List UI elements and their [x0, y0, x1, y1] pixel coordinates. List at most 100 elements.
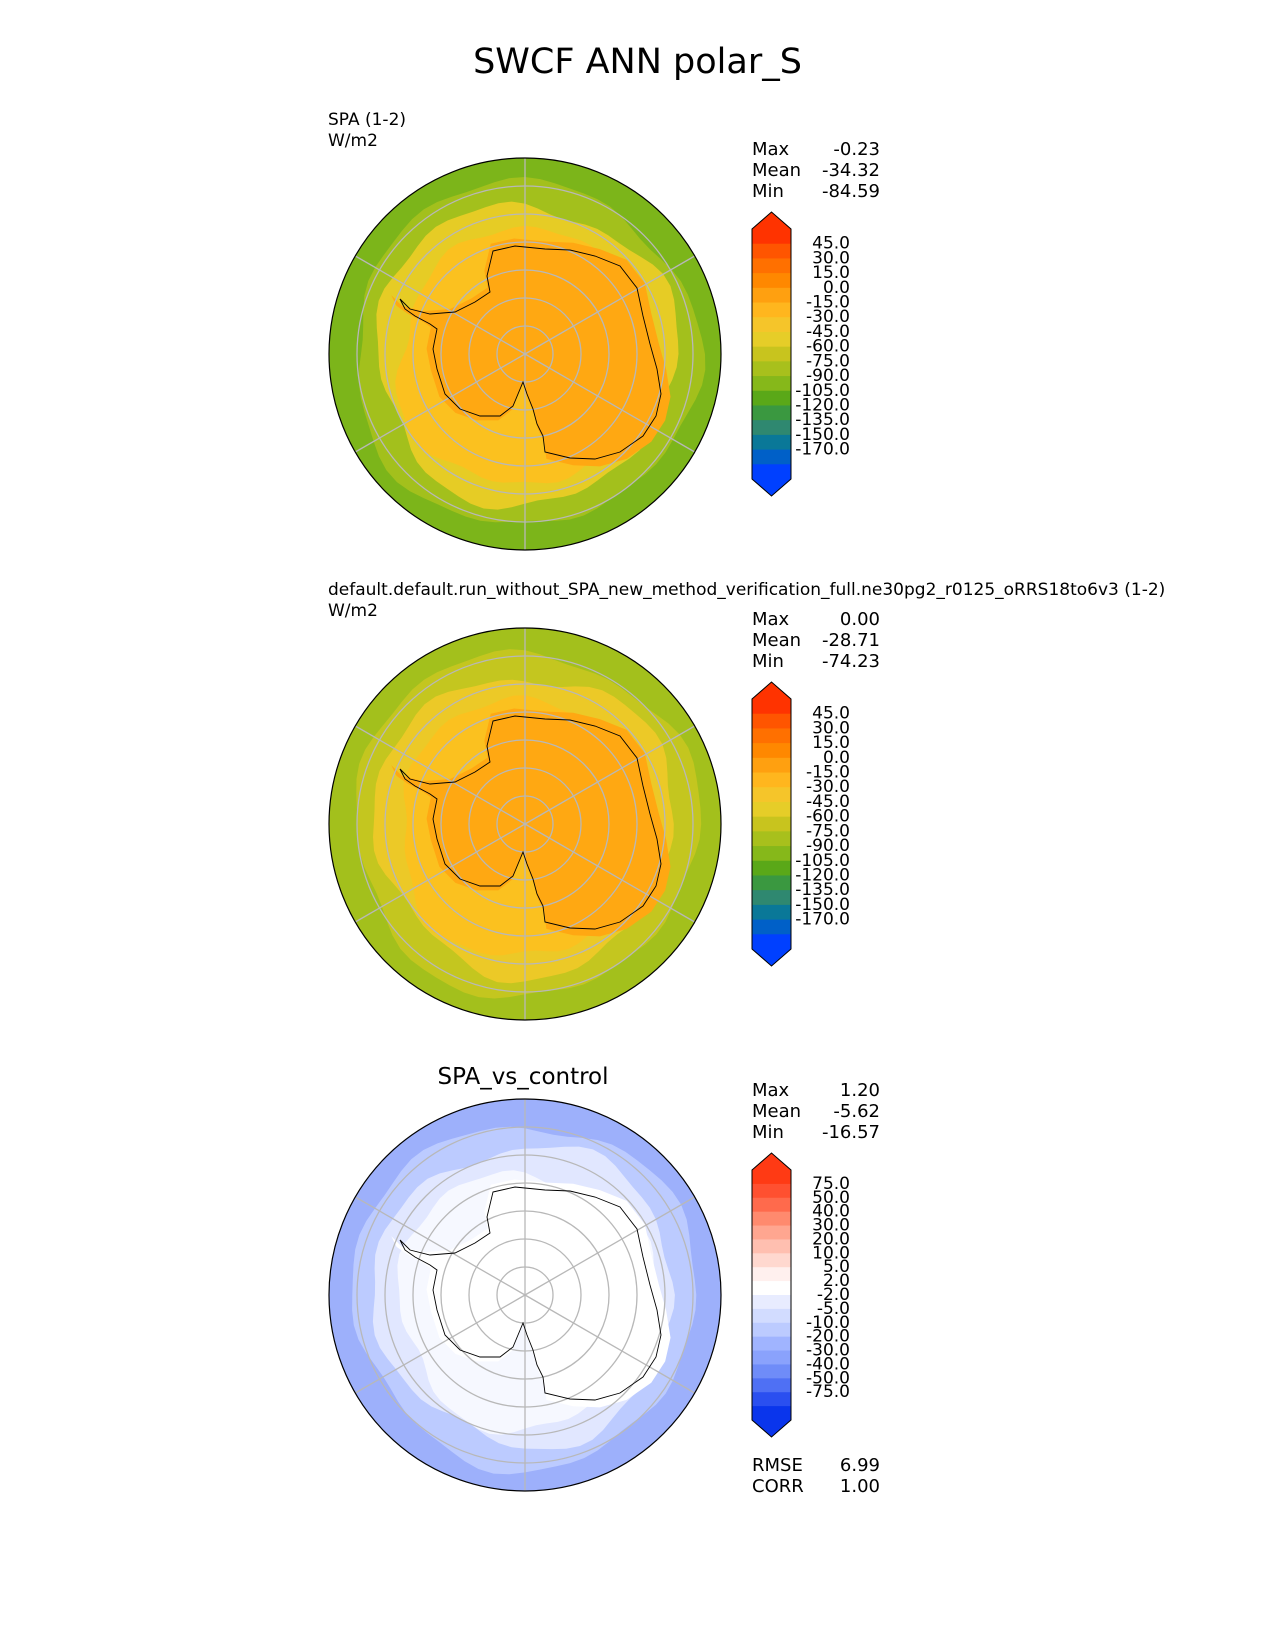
stat-min: Min -74.23: [752, 651, 880, 672]
colorbar-segment: [752, 772, 791, 788]
colorbar-segment: [752, 890, 791, 906]
colorbar-segment: [752, 361, 791, 377]
colorbar-segment: [752, 243, 791, 259]
colorbar-segment: [752, 434, 791, 451]
stat-rmse: RMSE 6.99: [752, 1455, 880, 1476]
colorbar-tick-label: -150.0: [795, 425, 850, 445]
stat-corr: CORR 1.00: [752, 1476, 880, 1497]
stat-max: Max -0.23: [752, 139, 880, 160]
colorbar-tick-label: -2.0: [817, 1285, 850, 1305]
colorbar-tick-label: 30.0: [812, 718, 850, 738]
colorbar-tick-label: -45.0: [806, 792, 850, 812]
graticule-meridian: [524, 1294, 696, 1394]
colorbar-tick-label: 50.0: [812, 1188, 850, 1208]
graticule-meridian: [524, 1196, 696, 1296]
colorbar-segment: [752, 699, 791, 715]
colorbar-tick-label: -105.0: [795, 851, 850, 871]
colorbar-segment: [752, 934, 791, 950]
colorbar-segment: [752, 860, 791, 876]
colorbar-under-arrow: [752, 949, 791, 966]
colorbar-tick-label: -40.0: [806, 1354, 850, 1374]
colorbar-tick-label: -170.0: [795, 910, 850, 930]
panel-3-colorbar: 75.050.040.030.020.010.05.02.0-2.0-5.0-1…: [751, 1152, 850, 1438]
graticule-meridian: [354, 823, 526, 923]
panel-2-units: W/m2: [328, 601, 378, 621]
graticule-meridian: [354, 1294, 526, 1394]
graticule-meridian: [524, 725, 696, 825]
colorbar-tick-label: -30.0: [806, 777, 850, 797]
colorbar-tick-label: 5.0: [823, 1257, 850, 1277]
graticule-meridian: [524, 823, 696, 923]
colorbar-segment: [752, 1211, 791, 1227]
panel-2-polar-map: [328, 627, 722, 1021]
colorbar-over-arrow: [752, 682, 791, 699]
panel-3-stats: Max 1.20 Mean -5.62 Min -16.57: [752, 1080, 880, 1143]
stat-min: Min -84.59: [752, 181, 880, 202]
colorbar-segment: [752, 1253, 791, 1268]
colorbar-segment: [752, 1378, 791, 1393]
panel-1-stats: Max -0.23 Mean -34.32 Min -84.59: [752, 139, 880, 202]
colorbar-segment: [752, 1197, 791, 1213]
stat-min: Min -16.57: [752, 1122, 880, 1143]
colorbar-tick-label: -10.0: [806, 1313, 850, 1333]
panel-2-stats: Max 0.00 Mean -28.71 Min -74.23: [752, 609, 880, 672]
colorbar-segment: [752, 1295, 791, 1310]
colorbar-tick-label: 10.0: [812, 1243, 850, 1263]
colorbar-tick-label: -15.0: [806, 293, 850, 313]
colorbar-tick-label: -120.0: [795, 866, 850, 886]
panel-1-colorbar: 45.030.015.00.0-15.0-30.0-45.0-60.0-75.0…: [751, 211, 850, 497]
map-boundary: [328, 1098, 722, 1492]
colorbar-tick-label: -75.0: [806, 821, 850, 841]
colorbar-segment: [752, 1364, 791, 1379]
colorbar-over-arrow: [752, 212, 791, 229]
colorbar-tick-label: 45.0: [812, 704, 850, 724]
colorbar-segment: [752, 331, 791, 348]
colorbar-segment: [752, 346, 791, 362]
colorbar-segment: [752, 1183, 791, 1199]
colorbar-segment: [752, 1239, 791, 1254]
colorbar-segment: [752, 376, 791, 392]
stat-max: Max 0.00: [752, 609, 880, 630]
graticule-meridian: [354, 725, 526, 825]
colorbar-tick-label: 0.0: [823, 278, 850, 298]
colorbar-segment: [752, 743, 791, 759]
colorbar-segment: [752, 801, 791, 818]
colorbar-segment: [752, 464, 791, 480]
colorbar-tick-label: -75.0: [806, 351, 850, 371]
colorbar-segment: [752, 1225, 791, 1240]
stat-mean: Mean -28.71: [752, 630, 880, 651]
colorbar-segment: [752, 273, 791, 289]
colorbar-segment: [752, 449, 791, 465]
coastline: [399, 715, 662, 930]
colorbar-tick-label: 30.0: [812, 1216, 850, 1236]
colorbar-segment: [752, 1406, 791, 1421]
colorbar-tick-label: -135.0: [795, 880, 850, 900]
colorbar-segment: [752, 1170, 791, 1185]
colorbar-segment: [752, 757, 791, 774]
colorbar-tick-label: -60.0: [806, 337, 850, 357]
colorbar-segment: [752, 787, 791, 803]
panel-3-skill-stats: RMSE 6.99 CORR 1.00: [752, 1455, 880, 1497]
colorbar-segment: [752, 831, 791, 847]
colorbar-segment: [752, 1308, 791, 1324]
colorbar-tick-label: -90.0: [806, 366, 850, 386]
colorbar-tick-label: -60.0: [806, 807, 850, 827]
colorbar-segment: [752, 875, 791, 891]
colorbar-segment: [752, 287, 791, 304]
stat-mean: Mean -5.62: [752, 1101, 880, 1122]
colorbar-tick-label: -135.0: [795, 410, 850, 430]
colorbar-tick-label: -170.0: [795, 440, 850, 460]
colorbar-tick-label: -90.0: [806, 836, 850, 856]
colorbar-segment: [752, 390, 791, 406]
colorbar-segment: [752, 302, 791, 318]
colorbar-tick-label: -150.0: [795, 895, 850, 915]
colorbar-segment: [752, 1267, 791, 1282]
colorbar-tick-label: 30.0: [812, 248, 850, 268]
colorbar-segment: [752, 919, 791, 935]
panel-1-units: W/m2: [328, 131, 378, 151]
colorbar-tick-label: 2.0: [823, 1271, 850, 1291]
panel-1-polar-map: [328, 157, 722, 551]
colorbar-segment: [752, 846, 791, 862]
colorbar-segment: [752, 1322, 791, 1338]
colorbar-tick-label: 40.0: [812, 1202, 850, 1222]
